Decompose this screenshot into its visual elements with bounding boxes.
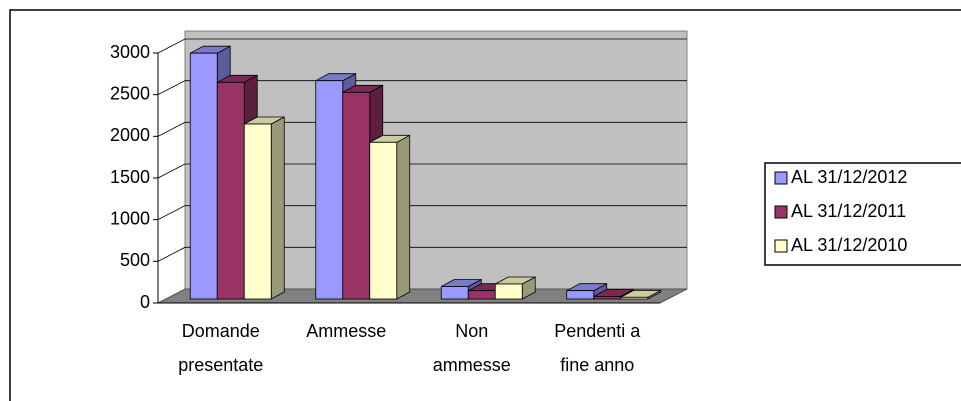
bar xyxy=(342,91,371,300)
bar xyxy=(315,80,344,300)
bar xyxy=(494,283,523,300)
bar xyxy=(440,286,469,300)
grid-line xyxy=(157,163,687,179)
y-tick-label: 2000 xyxy=(110,125,150,145)
grid-line xyxy=(157,246,687,262)
y-tick-label: 1500 xyxy=(110,167,150,187)
x-tick-label: Non ammesse xyxy=(432,321,511,375)
y-tick-label: 1000 xyxy=(110,208,150,228)
bar xyxy=(189,52,218,300)
bar xyxy=(467,290,496,300)
x-tick-label: Domande presentate xyxy=(178,321,264,375)
legend-label: AL 31/12/2012 xyxy=(791,167,907,187)
y-tick-label: 2500 xyxy=(110,83,150,103)
grid-line xyxy=(157,205,687,221)
bar xyxy=(593,296,622,300)
grid-line xyxy=(157,80,687,96)
legend-swatch xyxy=(774,239,788,253)
legend-swatch xyxy=(774,171,788,185)
legend-label: AL 31/12/2011 xyxy=(791,201,906,221)
bar xyxy=(620,296,649,300)
bar-side xyxy=(396,134,411,300)
bar xyxy=(566,290,595,300)
y-tick-label: 0 xyxy=(140,292,150,312)
bar-side xyxy=(270,116,285,300)
y-tick-label: 500 xyxy=(120,250,150,270)
legend-label: AL 31/12/2010 xyxy=(791,235,907,255)
y-tick-label: 3000 xyxy=(110,42,150,62)
grid-line xyxy=(157,121,687,137)
bar xyxy=(369,141,398,300)
legend-box xyxy=(764,162,961,266)
x-tick-label: Pendenti a fine anno xyxy=(554,321,641,375)
grid-line xyxy=(157,38,687,54)
legend-swatch xyxy=(774,205,788,219)
bar xyxy=(216,81,245,300)
x-tick-label: Ammesse xyxy=(306,321,387,341)
bar xyxy=(243,123,272,300)
chart-border xyxy=(9,9,961,401)
